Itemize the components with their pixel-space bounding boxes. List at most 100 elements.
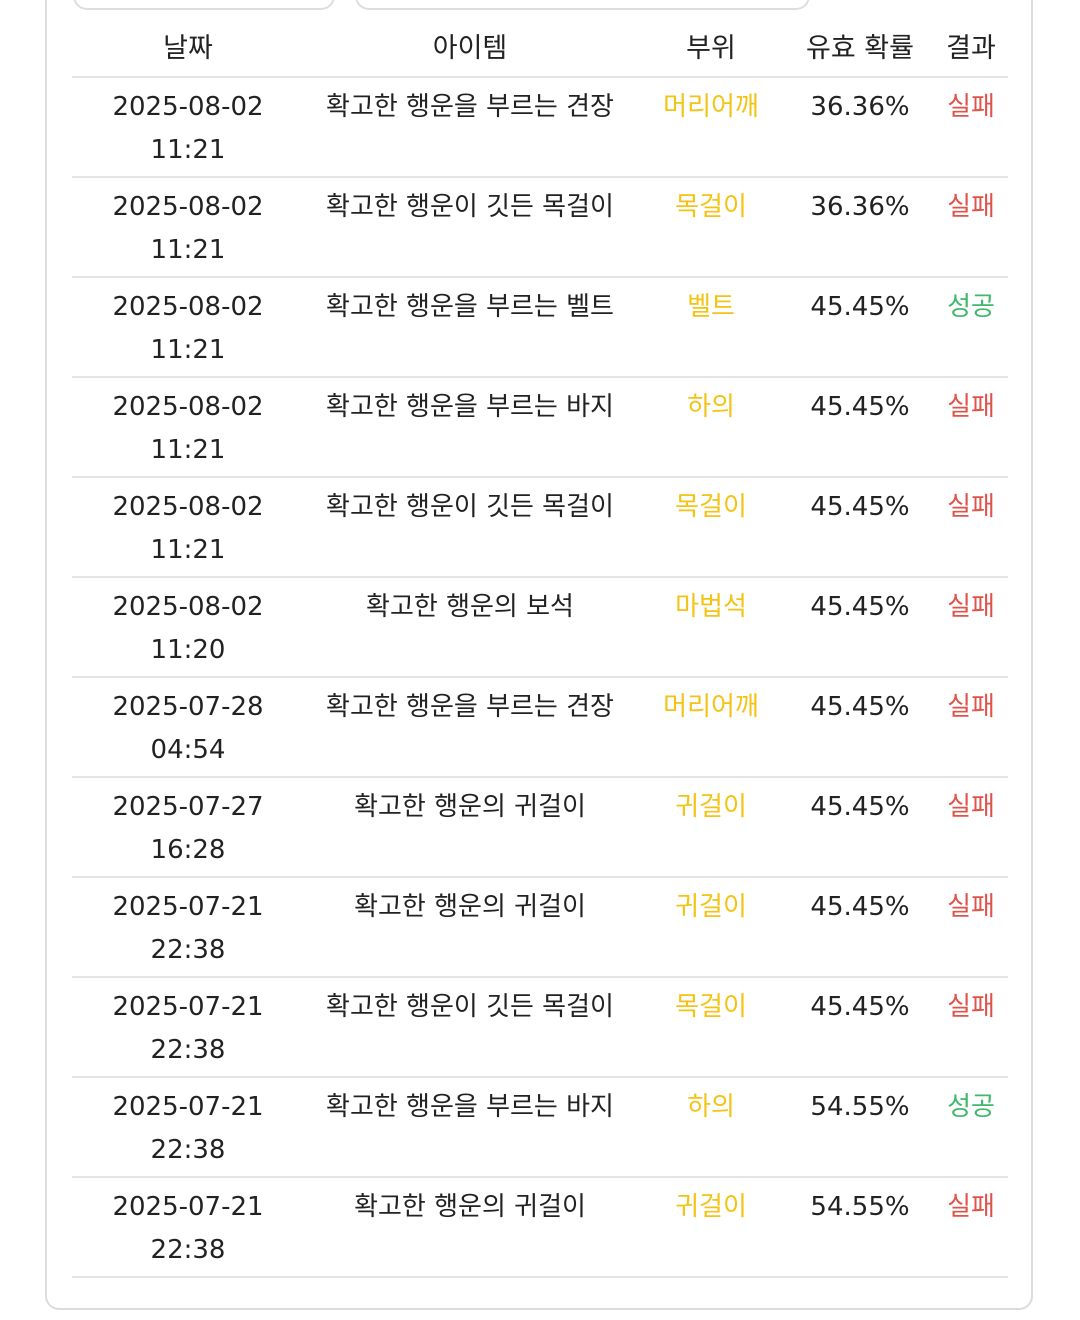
table-row: 2025-07-28 04:54 확고한 행운을 부르는 견장 머리어깨 45.45% 실… — [72, 677, 1008, 778]
filter-box-left[interactable] — [73, 0, 335, 10]
row-part: 벨트 — [636, 277, 786, 378]
row-item-name: 확고한 행운이 깃든 목걸이 — [304, 977, 636, 1078]
row-probability: 36.36% — [786, 177, 934, 278]
row-part: 목걸이 — [636, 477, 786, 578]
row-date: 2025-08-02 — [112, 592, 264, 622]
row-result: 성공 — [934, 1077, 1008, 1178]
table-row: 2025-08-02 11:21 확고한 행운이 깃든 목걸이 목걸이 36.36% 실패 — [72, 177, 1008, 278]
row-item-name: 확고한 행운을 부르는 벨트 — [304, 277, 636, 378]
row-part: 머리어깨 — [636, 677, 786, 778]
row-result: 실패 — [934, 577, 1008, 678]
table-row: 2025-08-02 11:21 확고한 행운을 부르는 벨트 벨트 45.45% 성공 — [72, 277, 1008, 378]
row-probability: 54.55% — [786, 1077, 934, 1178]
row-datetime: 2025-08-02 11:21 — [72, 177, 304, 278]
table-row: 2025-07-27 16:28 확고한 행운의 귀걸이 귀걸이 45.45% 실패 — [72, 777, 1008, 878]
row-time: 11:21 — [150, 535, 226, 565]
row-item-name: 확고한 행운을 부르는 견장 — [304, 77, 636, 178]
filter-box-right[interactable] — [355, 0, 810, 10]
row-datetime: 2025-07-21 22:38 — [72, 1177, 304, 1278]
row-date: 2025-08-02 — [112, 392, 264, 422]
row-datetime: 2025-08-02 11:21 — [72, 477, 304, 578]
row-part: 마법석 — [636, 577, 786, 678]
row-part: 목걸이 — [636, 177, 786, 278]
row-probability: 45.45% — [786, 577, 934, 678]
row-result: 실패 — [934, 377, 1008, 478]
row-result: 실패 — [934, 77, 1008, 178]
header-probability: 유효 확률 — [786, 14, 934, 78]
row-date: 2025-07-27 — [112, 792, 264, 822]
row-item-name: 확고한 행운이 깃든 목걸이 — [304, 177, 636, 278]
row-part: 머리어깨 — [636, 77, 786, 178]
row-datetime: 2025-08-02 11:21 — [72, 377, 304, 478]
row-result: 실패 — [934, 177, 1008, 278]
header-result: 결과 — [934, 14, 1008, 78]
row-date: 2025-07-21 — [112, 1092, 264, 1122]
row-item-name: 확고한 행운을 부르는 바지 — [304, 1077, 636, 1178]
row-probability: 45.45% — [786, 377, 934, 478]
row-time: 11:21 — [150, 335, 226, 365]
table-row: 2025-07-21 22:38 확고한 행운의 귀걸이 귀걸이 54.55% 실패 — [72, 1177, 1008, 1278]
row-datetime: 2025-08-02 11:20 — [72, 577, 304, 678]
table-row: 2025-07-21 22:38 확고한 행운을 부르는 바지 하의 54.55% 성공 — [72, 1077, 1008, 1178]
row-part: 하의 — [636, 1077, 786, 1178]
row-datetime: 2025-07-21 22:38 — [72, 877, 304, 978]
row-probability: 45.45% — [786, 977, 934, 1078]
row-probability: 45.45% — [786, 677, 934, 778]
row-part: 귀걸이 — [636, 877, 786, 978]
row-datetime: 2025-08-02 11:21 — [72, 77, 304, 178]
row-result: 실패 — [934, 1177, 1008, 1278]
table-row: 2025-08-02 11:20 확고한 행운의 보석 마법석 45.45% 실패 — [72, 577, 1008, 678]
row-time: 22:38 — [150, 1035, 226, 1065]
row-item-name: 확고한 행운의 귀걸이 — [304, 877, 636, 978]
row-time: 11:21 — [150, 435, 226, 465]
row-item-name: 확고한 행운을 부르는 바지 — [304, 377, 636, 478]
row-time: 22:38 — [150, 1135, 226, 1165]
row-result: 성공 — [934, 277, 1008, 378]
table-row: 2025-07-21 22:38 확고한 행운의 귀걸이 귀걸이 45.45% 실패 — [72, 877, 1008, 978]
row-date: 2025-08-02 — [112, 92, 264, 122]
row-datetime: 2025-07-21 22:38 — [72, 977, 304, 1078]
row-datetime: 2025-08-02 11:21 — [72, 277, 304, 378]
table-body: 2025-08-02 11:21 확고한 행운을 부르는 견장 머리어깨 36.36% 실… — [72, 77, 1008, 1278]
row-result: 실패 — [934, 777, 1008, 878]
row-date: 2025-08-02 — [112, 192, 264, 222]
row-probability: 45.45% — [786, 777, 934, 878]
row-item-name: 확고한 행운의 귀걸이 — [304, 777, 636, 878]
table-row: 2025-08-02 11:21 확고한 행운을 부르는 견장 머리어깨 36.36% 실… — [72, 77, 1008, 178]
row-probability: 54.55% — [786, 1177, 934, 1278]
row-date: 2025-08-02 — [112, 292, 264, 322]
row-item-name: 확고한 행운의 보석 — [304, 577, 636, 678]
header-part: 부위 — [636, 14, 786, 78]
row-item-name: 확고한 행운의 귀걸이 — [304, 1177, 636, 1278]
row-item-name: 확고한 행운을 부르는 견장 — [304, 677, 636, 778]
row-date: 2025-07-21 — [112, 1192, 264, 1222]
row-time: 04:54 — [150, 735, 226, 765]
row-probability: 45.45% — [786, 877, 934, 978]
row-result: 실패 — [934, 477, 1008, 578]
row-part: 목걸이 — [636, 977, 786, 1078]
header-date: 날짜 — [72, 14, 304, 78]
table-header-row: 날짜 아이템 부위 유효 확률 결과 — [72, 14, 1008, 78]
row-datetime: 2025-07-21 22:38 — [72, 1077, 304, 1178]
row-date: 2025-08-02 — [112, 492, 264, 522]
table-row: 2025-08-02 11:21 확고한 행운을 부르는 바지 하의 45.45% 실패 — [72, 377, 1008, 478]
row-probability: 36.36% — [786, 77, 934, 178]
row-time: 11:21 — [150, 135, 226, 165]
row-date: 2025-07-21 — [112, 892, 264, 922]
row-item-name: 확고한 행운이 깃든 목걸이 — [304, 477, 636, 578]
row-part: 귀걸이 — [636, 1177, 786, 1278]
row-result: 실패 — [934, 977, 1008, 1078]
row-time: 16:28 — [150, 835, 226, 865]
row-date: 2025-07-21 — [112, 992, 264, 1022]
row-probability: 45.45% — [786, 477, 934, 578]
row-datetime: 2025-07-28 04:54 — [72, 677, 304, 778]
row-result: 실패 — [934, 677, 1008, 778]
row-time: 22:38 — [150, 935, 226, 965]
row-date: 2025-07-28 — [112, 692, 264, 722]
row-time: 22:38 — [150, 1235, 226, 1265]
row-part: 귀걸이 — [636, 777, 786, 878]
row-time: 11:20 — [150, 635, 226, 665]
table-row: 2025-07-21 22:38 확고한 행운이 깃든 목걸이 목걸이 45.45% 실패 — [72, 977, 1008, 1078]
header-item: 아이템 — [304, 14, 636, 78]
table-row: 2025-08-02 11:21 확고한 행운이 깃든 목걸이 목걸이 45.45% 실패 — [72, 477, 1008, 578]
